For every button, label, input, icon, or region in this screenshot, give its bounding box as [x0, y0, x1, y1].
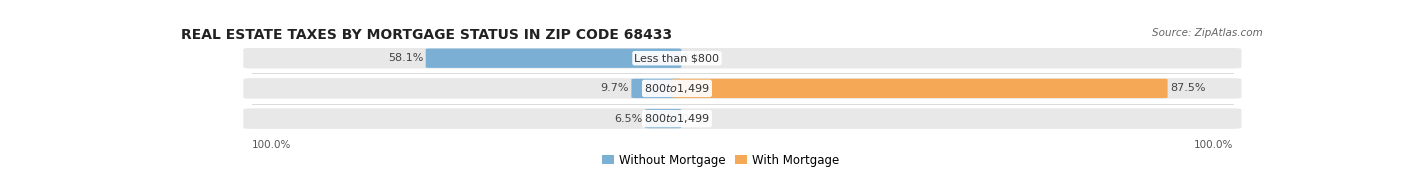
Text: 87.5%: 87.5% — [1170, 83, 1205, 93]
Text: $800 to $1,499: $800 to $1,499 — [644, 82, 710, 95]
Text: 9.7%: 9.7% — [600, 83, 630, 93]
Legend: Without Mortgage, With Mortgage: Without Mortgage, With Mortgage — [598, 149, 844, 172]
Text: 100.0%: 100.0% — [252, 140, 291, 150]
Text: $800 to $1,499: $800 to $1,499 — [644, 112, 710, 125]
FancyBboxPatch shape — [631, 79, 682, 98]
Text: Less than $800: Less than $800 — [634, 53, 720, 63]
Text: 58.1%: 58.1% — [388, 53, 423, 63]
FancyBboxPatch shape — [426, 49, 682, 68]
Text: 6.5%: 6.5% — [614, 114, 643, 124]
Text: Source: ZipAtlas.com: Source: ZipAtlas.com — [1153, 28, 1263, 38]
Text: 0.0%: 0.0% — [682, 114, 710, 124]
FancyBboxPatch shape — [243, 48, 1241, 68]
Text: 0.0%: 0.0% — [682, 53, 710, 63]
FancyBboxPatch shape — [672, 79, 1167, 98]
Text: REAL ESTATE TAXES BY MORTGAGE STATUS IN ZIP CODE 68433: REAL ESTATE TAXES BY MORTGAGE STATUS IN … — [181, 28, 672, 42]
FancyBboxPatch shape — [645, 109, 682, 128]
FancyBboxPatch shape — [243, 108, 1241, 129]
Text: 100.0%: 100.0% — [1194, 140, 1233, 150]
FancyBboxPatch shape — [243, 78, 1241, 99]
